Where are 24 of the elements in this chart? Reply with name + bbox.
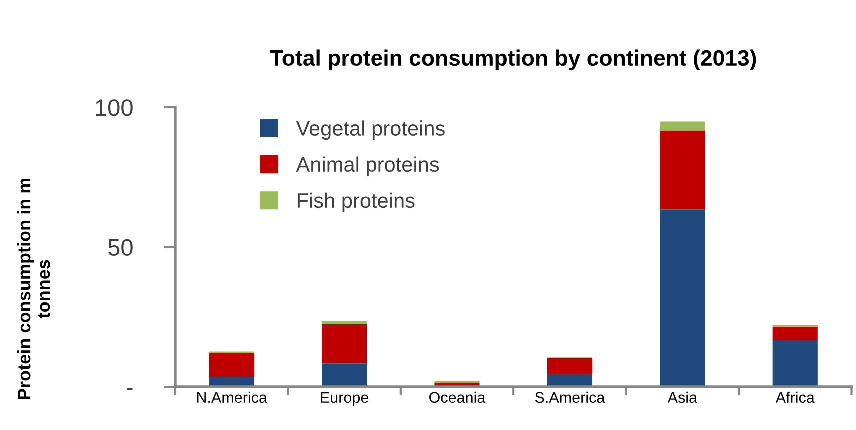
x-tick-label: Europe (321, 392, 368, 406)
x-tick-label: S.America (535, 392, 606, 404)
bar (322, 324, 368, 364)
y-axis-title: Protein consumption in m tonnes (17, 178, 50, 400)
legend-label: Fish proteins (298, 192, 415, 212)
bar (660, 210, 706, 387)
y-tick-label: 100 (96, 100, 133, 116)
x-tick-label: Oceania (430, 392, 486, 404)
legend-label: Vegetal proteins (296, 120, 445, 140)
x-tick-label: N.America (197, 392, 268, 404)
x-tick-label: Asia (668, 392, 698, 404)
legend-label: Animal proteins (296, 156, 440, 176)
x-tick-label: Africa (776, 392, 815, 404)
bar (322, 364, 368, 387)
bar (772, 326, 818, 340)
bar (209, 353, 254, 377)
y-tick-label: - (127, 388, 133, 390)
y-tick-label: 50 (108, 239, 133, 256)
bar (660, 130, 706, 210)
bar (322, 321, 368, 324)
bar (660, 122, 706, 131)
chart-title: Total protein consumption by continent (2013) (270, 50, 756, 70)
bar (772, 340, 818, 387)
bar (547, 358, 592, 374)
